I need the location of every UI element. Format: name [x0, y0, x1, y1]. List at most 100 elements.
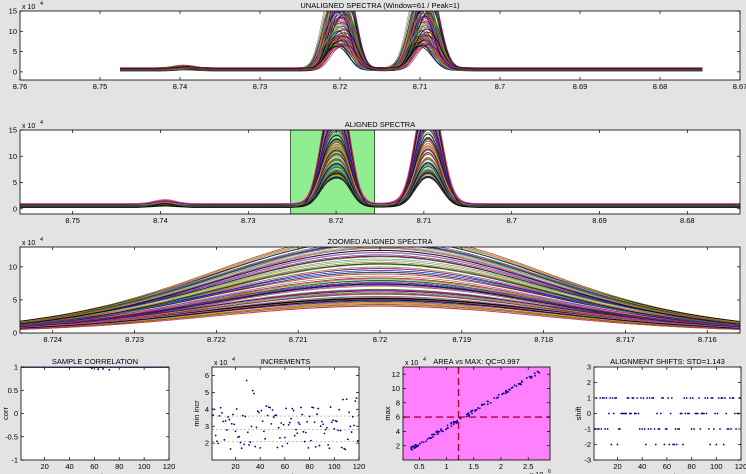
area-max-point	[441, 430, 444, 433]
shift-point	[649, 428, 652, 430]
shift-point	[626, 397, 629, 399]
increment-point	[337, 429, 339, 432]
area-max-point	[431, 436, 434, 438]
area-max-point	[471, 412, 473, 415]
area-max-point	[497, 396, 500, 399]
x-tick-label: 8.67	[733, 82, 746, 91]
spectrum-line	[20, 263, 740, 326]
area-max-point	[425, 440, 428, 443]
plot-area	[403, 367, 550, 460]
axes-frame	[211, 366, 360, 461]
x-tick-label: 40	[65, 462, 73, 471]
x-tick-label: 8.74	[153, 216, 168, 225]
shift-point	[682, 443, 684, 446]
area-max-point	[502, 392, 505, 395]
increment-point	[286, 442, 289, 445]
y-tick-label: 1	[587, 394, 591, 403]
area-max-point	[529, 375, 532, 378]
x-tick-label: 8.716	[698, 335, 717, 344]
shift-point	[703, 412, 705, 415]
spectrum-line	[20, 247, 740, 323]
x-tick-label: 8.68	[680, 216, 695, 225]
y-exponent-power: 4	[423, 357, 426, 363]
correlation-outlier-point	[97, 368, 100, 371]
spectrum-line	[20, 152, 740, 207]
shift-point	[607, 412, 610, 415]
increment-point	[302, 430, 305, 433]
y-tick-label: 10	[9, 262, 17, 271]
y-axis-label: corr	[1, 407, 10, 420]
shift-point	[599, 397, 602, 399]
shift-point	[633, 412, 636, 415]
x-tick-label: 8.68	[653, 82, 668, 91]
area-max-point	[489, 401, 492, 404]
area-max-point	[505, 389, 508, 392]
y-tick-label: 4	[205, 405, 209, 414]
shift-point	[616, 443, 619, 446]
increment-point	[346, 438, 349, 441]
y-tick-label: 15	[9, 126, 17, 135]
shift-point	[735, 428, 737, 430]
increment-point	[300, 406, 302, 409]
shift-point	[601, 397, 604, 399]
shift-point	[610, 443, 613, 446]
plot-area	[20, 130, 740, 214]
shift-point	[662, 397, 665, 399]
increment-point	[338, 408, 341, 411]
shift-point	[606, 428, 609, 430]
area-max-point	[432, 433, 435, 436]
increment-point	[301, 413, 304, 416]
y-tick-label: 12	[392, 370, 400, 379]
shift-point	[646, 397, 649, 399]
spectrum-line	[20, 302, 740, 330]
area-max-point	[525, 377, 528, 379]
x-tick-label: 8.72	[373, 335, 388, 344]
x-tick-label: 80	[687, 462, 695, 471]
x-tick-label: 40	[256, 462, 264, 471]
shift-point	[663, 443, 666, 446]
spectrum-line	[20, 130, 740, 208]
x-tick-label: 120	[735, 462, 746, 471]
shift-point	[690, 428, 693, 430]
y-tick-label: 2	[587, 378, 591, 387]
shift-point	[731, 397, 734, 399]
spectrum-line	[20, 149, 740, 206]
shift-point	[694, 412, 697, 415]
shift-point	[619, 428, 621, 430]
increment-point	[219, 406, 222, 409]
increment-point	[349, 425, 352, 428]
x-tick-label: 20	[231, 462, 239, 471]
increment-point	[259, 446, 262, 449]
increment-point	[309, 439, 312, 442]
shift-point	[659, 412, 662, 415]
increment-point	[340, 446, 343, 449]
increment-point	[319, 425, 322, 428]
area-max-point	[417, 444, 420, 447]
increment-point	[290, 417, 292, 420]
shift-point	[725, 412, 728, 415]
y-tick-label: 5	[13, 178, 17, 187]
y-axis-label: max	[383, 406, 392, 420]
spectrum-line	[20, 303, 740, 330]
y-tick-label: -2	[584, 440, 591, 449]
area-max-point	[467, 412, 470, 415]
spectrum-line	[20, 279, 740, 328]
chart-shifts: 20 40 60 80 100 120 -3 -2 -1 0 1 2 3 ALIGNMENT SHIFTS…	[574, 357, 746, 474]
chart-zoomed: 8.724 8.723 8.722 8.721 8.72 8.719 8.718 8.717 8…	[9, 237, 741, 344]
x-tick-label: 8.7	[495, 82, 505, 91]
shift-point	[648, 397, 651, 399]
shift-point	[678, 428, 681, 430]
shift-point	[701, 412, 704, 415]
chart-title: ALIGNED SPECTRA	[345, 120, 415, 129]
y-tick-label: 0.5	[8, 386, 18, 395]
area-max-point	[446, 427, 449, 430]
y-tick-label: 6	[205, 371, 209, 380]
increment-point	[327, 444, 330, 446]
shift-point	[677, 428, 679, 430]
area-max-point	[497, 394, 500, 396]
chart-area_vs_max: 0.5 1 1.5 2 2.5 2 4 6 8 10 12 AREA vs MAX: QC=0.997…	[383, 357, 551, 474]
increment-point	[265, 405, 268, 407]
y-axis-label: shift	[574, 406, 583, 421]
y-tick-label: 0	[587, 409, 591, 418]
